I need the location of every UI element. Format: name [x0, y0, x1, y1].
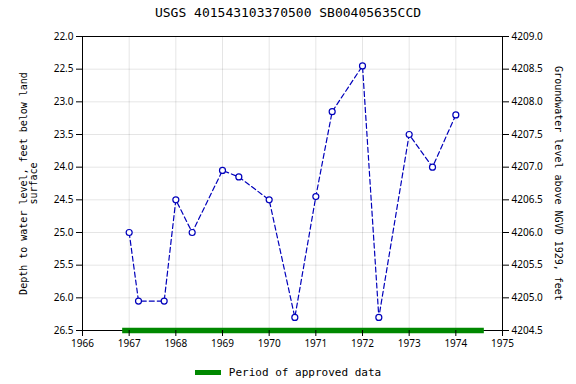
- svg-text:25.5: 25.5: [54, 257, 74, 271]
- svg-text:24.5: 24.5: [54, 192, 74, 206]
- svg-text:26.0: 26.0: [54, 290, 74, 304]
- svg-text:4206.0: 4206.0: [512, 225, 544, 239]
- svg-text:4204.5: 4204.5: [512, 323, 544, 337]
- svg-text:23.0: 23.0: [54, 94, 74, 108]
- svg-text:1974: 1974: [444, 336, 467, 350]
- svg-text:Depth to water level, feet bel: Depth to water level, feet below landsur…: [18, 72, 39, 295]
- svg-text:4207.0: 4207.0: [512, 159, 544, 173]
- svg-text:1973: 1973: [398, 336, 421, 350]
- svg-text:1969: 1969: [211, 336, 234, 350]
- svg-text:4208.5: 4208.5: [512, 61, 544, 75]
- svg-text:1975: 1975: [491, 336, 514, 350]
- svg-text:4208.0: 4208.0: [512, 94, 544, 108]
- svg-text:23.5: 23.5: [54, 127, 74, 141]
- svg-text:4205.5: 4205.5: [512, 257, 544, 271]
- svg-text:1966: 1966: [71, 336, 94, 350]
- svg-text:Groundwater level above NGVD 1: Groundwater level above NGVD 1929, feet: [553, 66, 564, 301]
- html-text:Period of approved data: Period of approved data: [228, 365, 382, 379]
- svg-text:1971: 1971: [304, 336, 327, 350]
- svg-text:1970: 1970: [258, 336, 281, 350]
- svg-text:22.5: 22.5: [54, 61, 74, 75]
- svg-text:25.0: 25.0: [54, 225, 74, 239]
- svg-text:1967: 1967: [118, 336, 141, 350]
- svg-text:1968: 1968: [164, 336, 187, 350]
- html-text:USGS 401543103370500 SB0040563: USGS 401543103370500 SB00405635CCD: [154, 5, 421, 20]
- svg-text:4209.0: 4209.0: [512, 29, 544, 43]
- svg-text:4206.5: 4206.5: [512, 192, 544, 206]
- svg-text:24.0: 24.0: [54, 159, 74, 173]
- svg-text:4205.0: 4205.0: [512, 290, 544, 304]
- svg-text:22.0: 22.0: [54, 29, 74, 43]
- svg-text:4207.5: 4207.5: [512, 127, 544, 141]
- svg-text:26.5: 26.5: [54, 323, 74, 337]
- svg-text:1972: 1972: [351, 336, 374, 350]
